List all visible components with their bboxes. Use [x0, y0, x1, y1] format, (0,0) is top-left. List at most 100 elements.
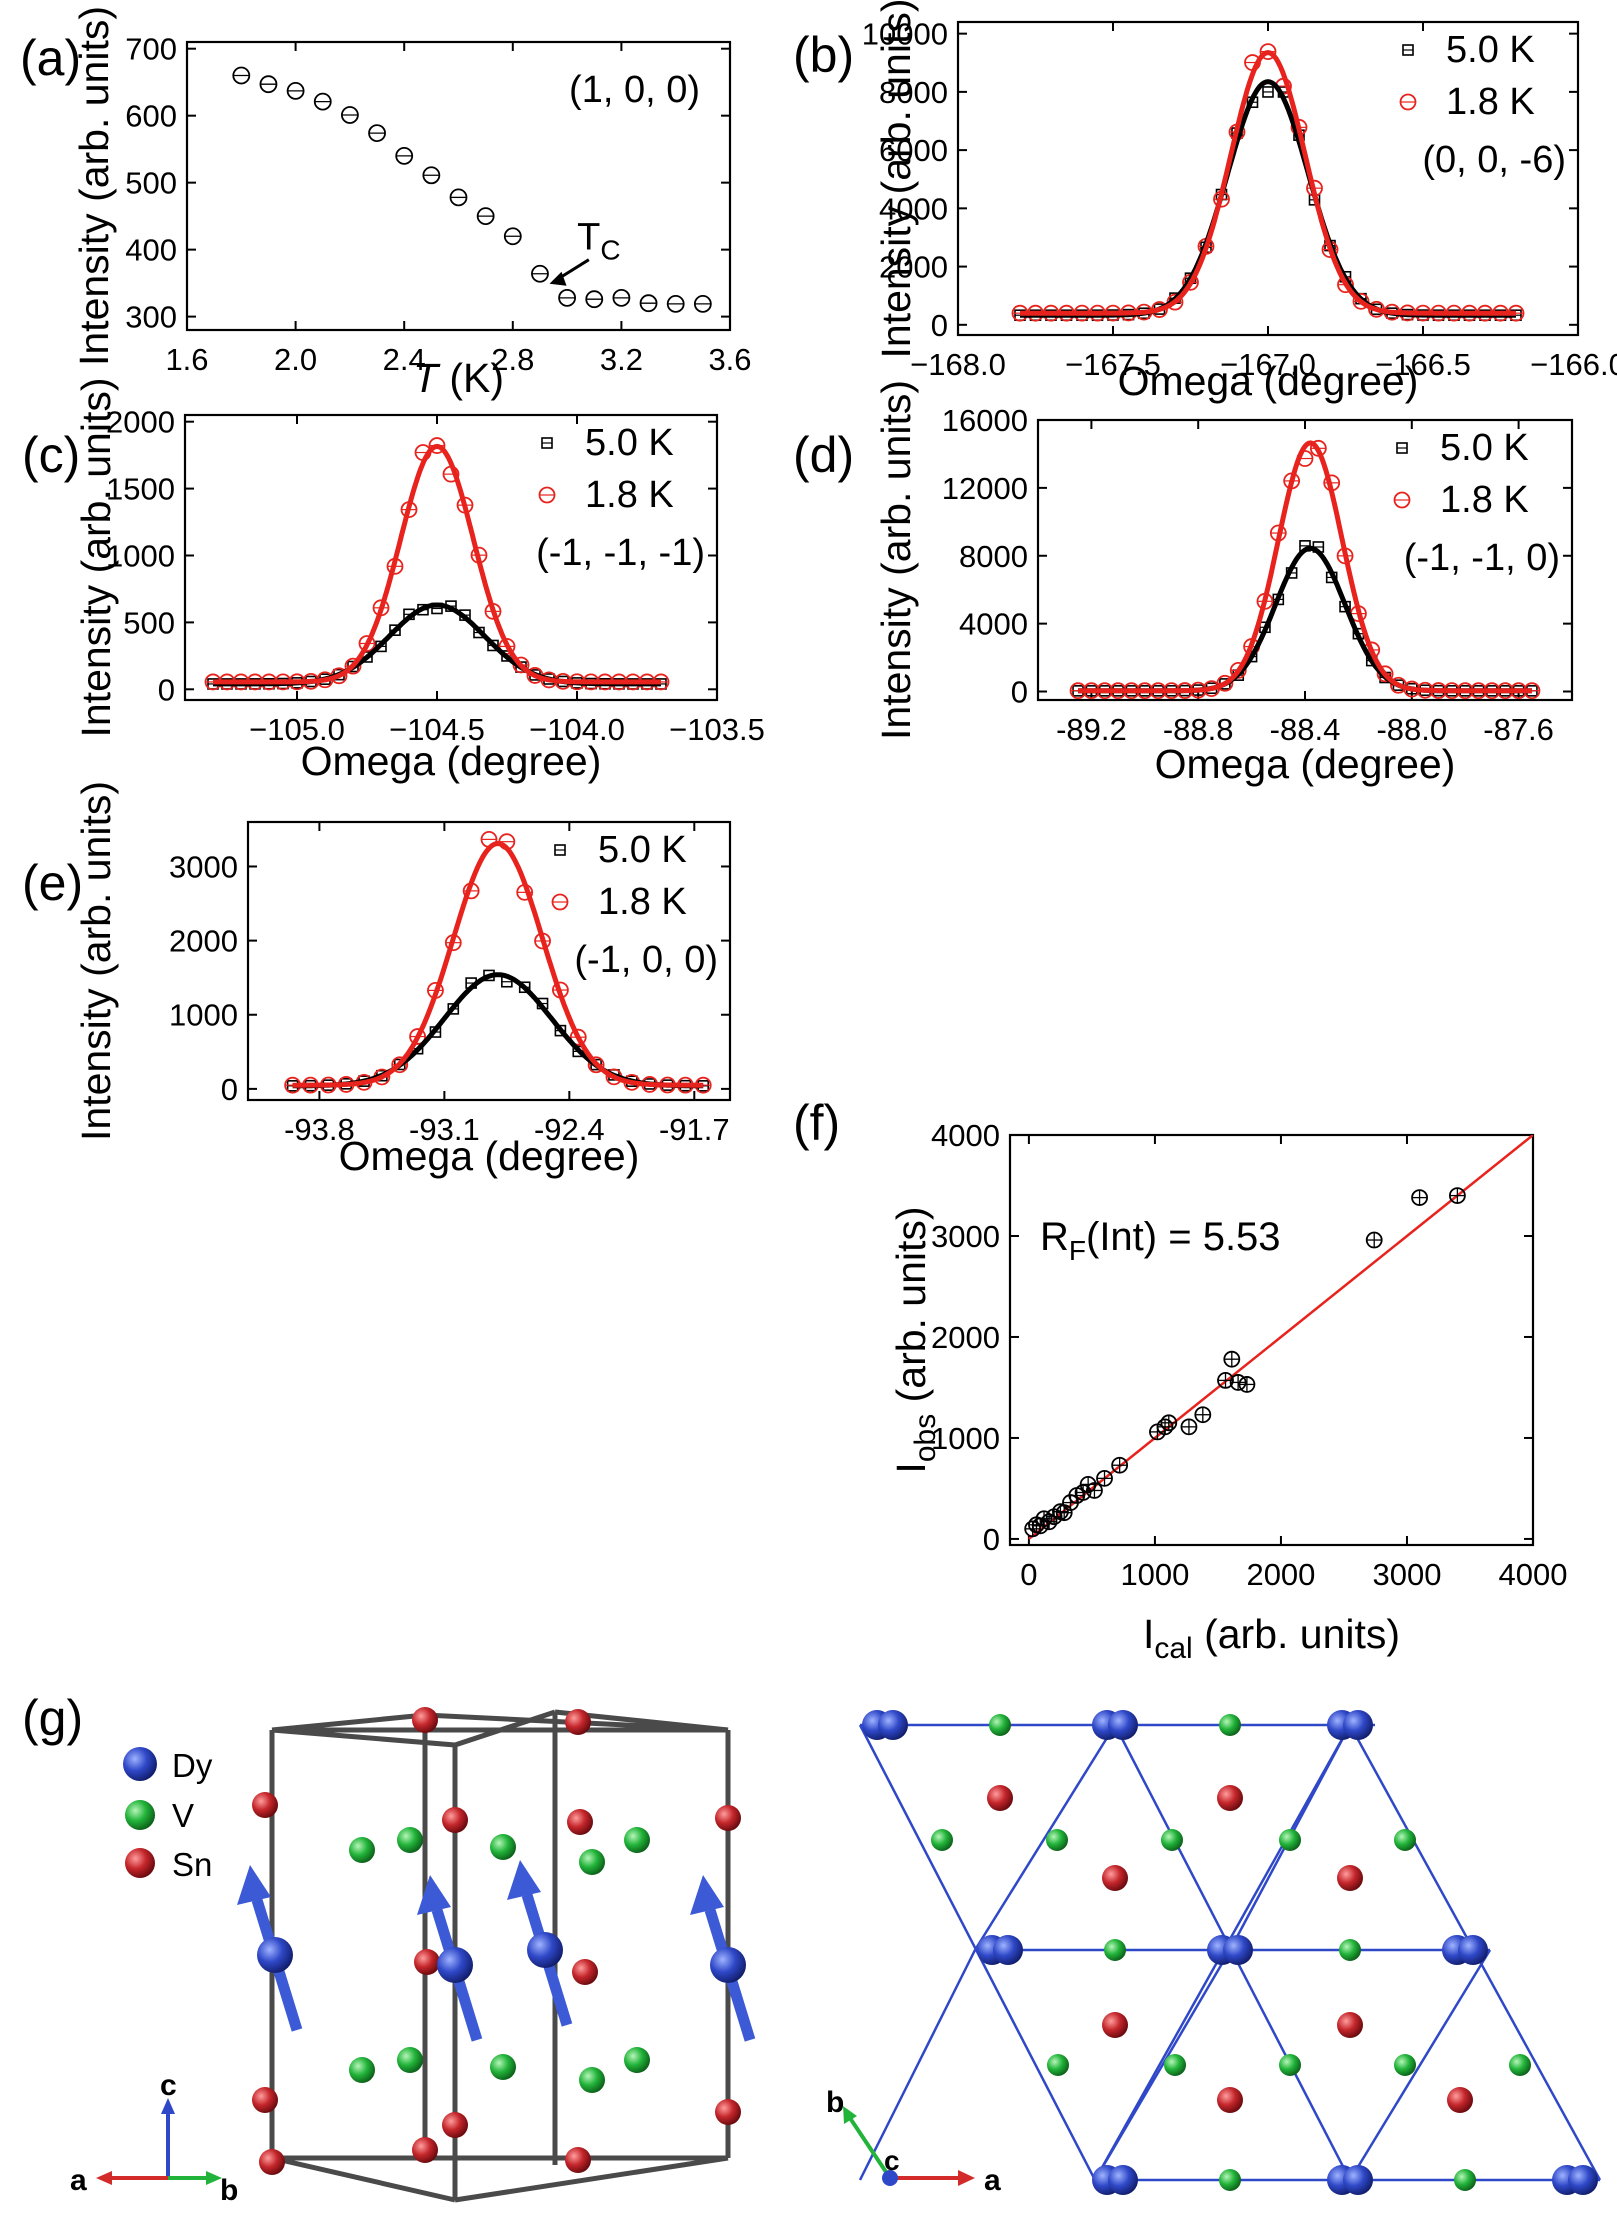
v-atom — [349, 2057, 375, 2083]
dy-atom — [1568, 2165, 1598, 2195]
x-tick-label-f: 4000 — [1499, 1557, 1568, 1592]
v-atom — [490, 2054, 516, 2080]
x-tick-label-d: -88.0 — [1376, 712, 1447, 747]
y-tick-label-a: 500 — [125, 166, 177, 201]
v-atom — [1104, 1939, 1126, 1961]
x-tick-label-c: −103.5 — [669, 712, 765, 747]
sn-legend-label: Sn — [172, 1846, 212, 1883]
sn-atom — [412, 2137, 438, 2163]
fit-curve-e-1 — [292, 840, 704, 1088]
sn-atom — [1337, 1865, 1363, 1891]
kagome-bond — [858, 1949, 977, 2181]
v-atom — [1047, 2054, 1069, 2076]
unit-cell-edge — [271, 2155, 456, 2203]
y-tick-label-d: 0 — [1011, 675, 1028, 710]
kagome-bond — [1348, 1949, 1492, 2181]
sn-atom — [1217, 2087, 1243, 2113]
b-axis-label: b — [220, 2174, 238, 2207]
fit-curve-b-0 — [1020, 79, 1516, 318]
y-axis-label-f: Iobs (arb. units) — [888, 1206, 942, 1473]
dy-atom — [1108, 2165, 1138, 2195]
sn-atom — [414, 1949, 440, 1975]
x-axis-label-c: Omega (degree) — [301, 738, 602, 784]
sn-atom — [252, 2087, 278, 2113]
v-atom — [1454, 2169, 1476, 2191]
x-tick-label-d: -89.2 — [1056, 712, 1127, 747]
v-atom — [624, 2047, 650, 2073]
y-tick-label-c: 500 — [123, 605, 175, 640]
dy-legend-label: Dy — [172, 1747, 213, 1784]
y-tick-label-a: 300 — [125, 300, 177, 335]
y-tick-label-b: 6000 — [879, 133, 948, 168]
dy-atom — [437, 1947, 473, 1983]
x-tick-label-a: 3.2 — [600, 342, 643, 377]
dy-atom — [710, 1947, 746, 1983]
fit-curve-b-1 — [1020, 50, 1516, 316]
b-axis-arrow-right — [848, 2116, 892, 2180]
structure-legend: Dy V Sn — [123, 1747, 213, 1883]
reflection-label-c: (-1, -1, -1) — [536, 532, 705, 574]
legend-e: 5.0 K 1.8 K — [551, 829, 687, 923]
y-tick-label-b: 8000 — [879, 75, 948, 110]
y-tick-label-e: 1000 — [169, 998, 238, 1033]
sn-atom — [442, 1807, 468, 1833]
axis-triad-right: b c a — [826, 2086, 1001, 2197]
panel-a: (a) 1.6 2.0 2.4 2.8 3.2 3.6 300 400 500 600 700 T (K… — [20, 6, 752, 401]
fit-curve-d-1 — [1078, 440, 1532, 694]
x-tick-label-f: 3000 — [1372, 1557, 1441, 1592]
x-tick-label-a: 1.6 — [165, 342, 208, 377]
y-tick-label-b: 2000 — [879, 250, 948, 285]
x-tick-label-c: −105.0 — [249, 712, 345, 747]
legend-label-e: 5.0 K — [598, 829, 687, 871]
panel-e: (e) -93.8 -93.1 -92.4 -91.7 0 1000 2000 3000 Omeg… — [22, 781, 732, 1179]
b-axis-arrowhead-right — [843, 2106, 857, 2124]
y-tick-label-d: 8000 — [959, 539, 1028, 574]
x-tick-label-b: −166.5 — [1375, 347, 1471, 382]
legend-label-b: 5.0 K — [1446, 29, 1535, 71]
y-tick-label-f: 2000 — [931, 1320, 1000, 1355]
sn-atom — [259, 2149, 285, 2175]
v-atom — [989, 1714, 1011, 1736]
moment-arrowhead — [417, 1875, 451, 1915]
v-atom — [579, 1849, 605, 1875]
x-tick-label-b: −168.0 — [910, 347, 1006, 382]
v-atom — [1394, 1829, 1416, 1851]
y-tick-label-f: 1000 — [931, 1421, 1000, 1456]
sn-atom — [1102, 2012, 1128, 2038]
fit-curve-c-0 — [213, 602, 661, 687]
v-atom — [490, 1834, 516, 1860]
v-atom — [1394, 2054, 1416, 2076]
panel-label-g: (g) — [22, 1690, 83, 1746]
y-axis-label-a: Intensity (arb. units) — [71, 6, 117, 366]
v-atom — [1161, 1829, 1183, 1851]
reflection-label-a: (1, 0, 0) — [569, 69, 700, 111]
legend-label-b: 1.8 K — [1446, 81, 1535, 123]
dy-atom — [1343, 2165, 1373, 2195]
legend-c: 5.0 K 1.8 K — [538, 422, 674, 516]
panel-label-e: (e) — [22, 855, 83, 911]
v-atom — [349, 1837, 375, 1863]
y-tick-label-f: 3000 — [931, 1219, 1000, 1254]
reflection-label-b: (0, 0, -6) — [1422, 139, 1566, 181]
tc-label: TC — [577, 217, 620, 266]
sn-atom — [1217, 1785, 1243, 1811]
x-tick-label-b: −167.0 — [1220, 347, 1316, 382]
legend-label-c: 5.0 K — [585, 422, 674, 464]
a-axis-label: a — [70, 2164, 87, 2197]
y-axis-label-b: Intensity (arb. units) — [873, 0, 919, 359]
dy-atom — [1108, 1710, 1138, 1740]
x-tick-label-c: −104.0 — [529, 712, 625, 747]
dy-atom — [993, 1935, 1023, 1965]
x-axis-label-d: Omega (degree) — [1155, 741, 1456, 787]
moment-arrowhead — [690, 1875, 724, 1915]
x-tick-label-b: −166.0 — [1530, 347, 1617, 382]
v-atom — [1219, 2169, 1241, 2191]
y-tick-label-c: 1000 — [106, 538, 175, 573]
legend-label-d: 1.8 K — [1440, 479, 1529, 521]
panel-f: (f) 0 1000 2000 3000 4000 0 1000 2000 3000 4000 Ica… — [793, 1095, 1567, 1665]
v-atom — [1046, 1829, 1068, 1851]
panel-label-a: (a) — [20, 30, 81, 86]
dy-atom — [527, 1932, 563, 1968]
kagome-bond — [1093, 1949, 1232, 2181]
